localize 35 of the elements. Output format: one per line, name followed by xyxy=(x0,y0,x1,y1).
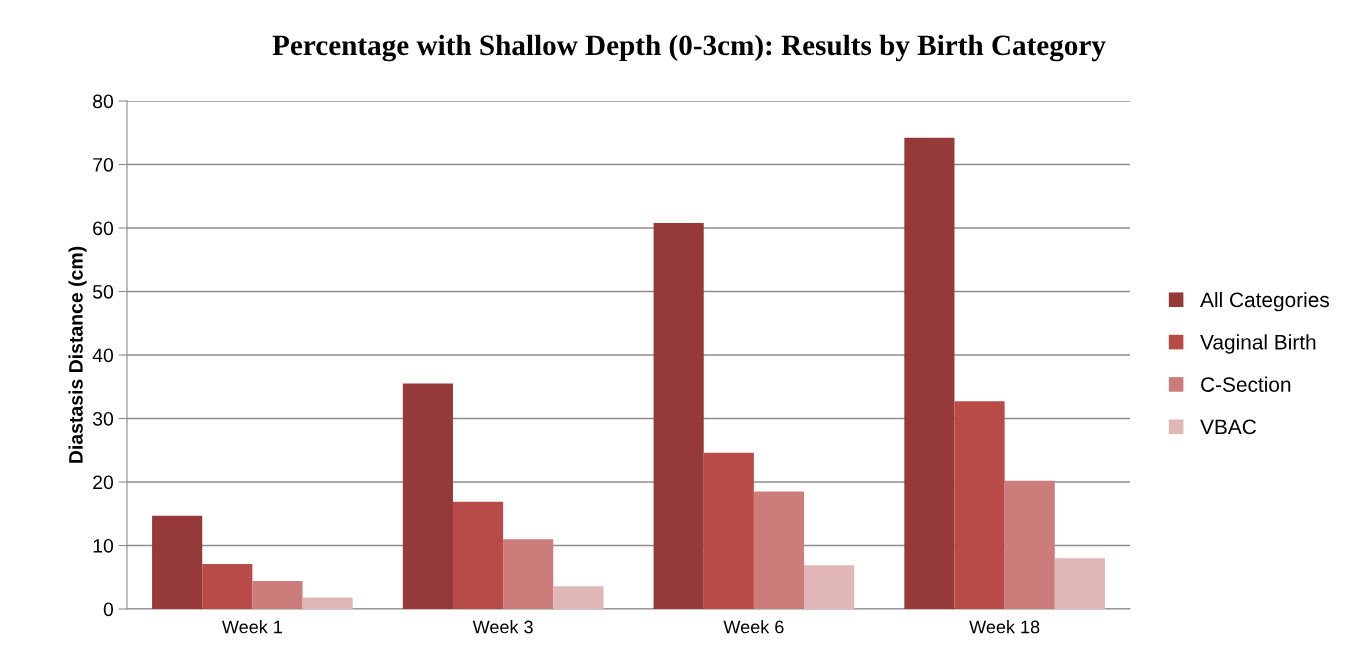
chart-title: Percentage with Shallow Depth (0-3cm): Results by Birth Category xyxy=(272,34,1106,62)
y-tick-label: 80 xyxy=(93,94,114,109)
y-tick-label: 10 xyxy=(93,538,114,553)
bar xyxy=(703,452,754,609)
bar xyxy=(252,581,303,609)
bar xyxy=(904,137,955,609)
bar xyxy=(1054,558,1105,609)
bar xyxy=(1004,480,1055,609)
y-tick-label: 40 xyxy=(92,348,114,363)
bar xyxy=(202,563,253,609)
bar xyxy=(553,586,604,609)
bar xyxy=(503,539,554,609)
x-tick-label: Week 18 xyxy=(969,620,1040,634)
legend-label: All Categories xyxy=(1200,291,1329,312)
x-tick-label: Week 1 xyxy=(222,620,282,634)
bar xyxy=(302,597,353,609)
x-tick-label: Week 3 xyxy=(472,620,533,634)
y-tick-label: 50 xyxy=(92,284,114,299)
bar xyxy=(653,222,704,609)
y-tick-label: 0 xyxy=(103,602,114,617)
bar xyxy=(804,565,855,609)
legend-label: C-Section xyxy=(1201,376,1291,392)
bar xyxy=(954,401,1005,609)
y-axis-title: Diastasis Distance (cm) xyxy=(68,246,87,463)
bar xyxy=(152,515,203,609)
bar xyxy=(402,383,453,609)
y-tick-label: 70 xyxy=(93,157,114,172)
bar xyxy=(452,501,504,609)
y-tick-label: 20 xyxy=(93,475,114,490)
bar xyxy=(753,491,805,609)
y-tick-label: 30 xyxy=(92,411,114,426)
legend-label: Vaginal Birth xyxy=(1200,334,1316,354)
x-tick-label: Week 6 xyxy=(723,620,784,634)
legend-label: VBAC xyxy=(1200,419,1256,435)
y-tick-label: 60 xyxy=(93,221,114,236)
